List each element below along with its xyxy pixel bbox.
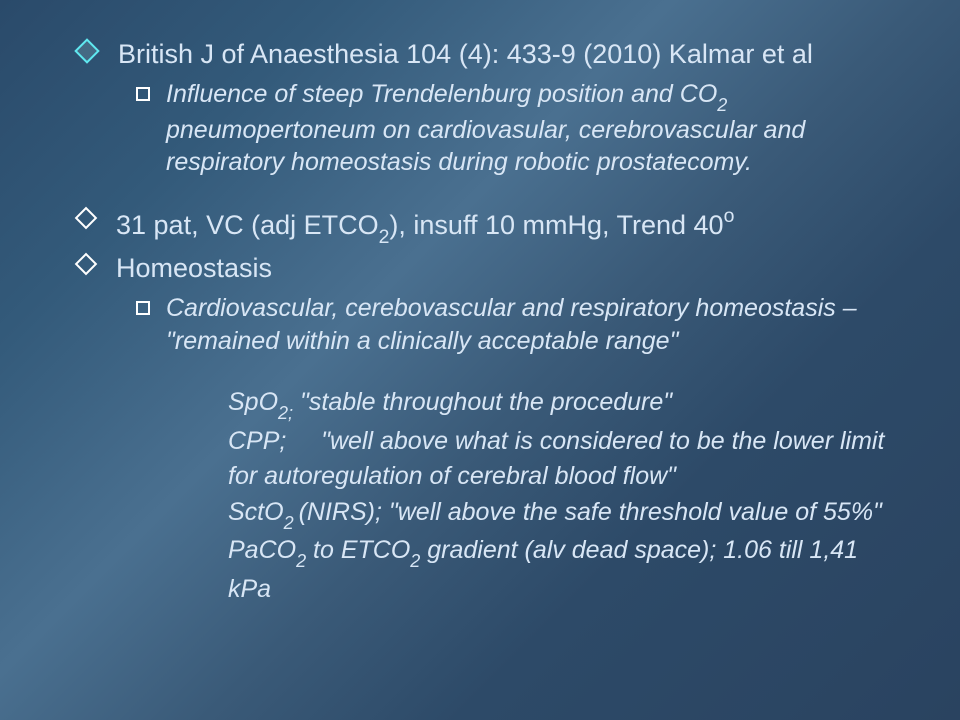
line-paco2: PaCO2 to ETCO2 gradient (alv dead space)… — [228, 533, 902, 607]
diamond-icon — [74, 38, 99, 63]
subscript: 2 — [717, 95, 727, 115]
text-frag: Influence of steep Trendelenburg positio… — [166, 80, 717, 108]
bullet-title: British J of Anaesthesia 104 (4): 433-9 … — [78, 38, 902, 72]
text-frag: (NIRS); "well above the safe threshold v… — [299, 498, 882, 526]
subscript: 2; — [278, 403, 293, 423]
text-frag: 31 pat, VC (adj ETCO — [116, 210, 379, 240]
patients-text: 31 pat, VC (adj ETCO2), insuff 10 mmHg, … — [116, 206, 734, 247]
slide-body: British J of Anaesthesia 104 (4): 433-9 … — [0, 0, 960, 720]
text-frag: "stable throughout the procedure" — [293, 388, 672, 416]
text-frag: ), insuff 10 mmHg, Trend 40 — [389, 210, 723, 240]
diamond-icon — [75, 253, 98, 276]
bullet-cardio: Cardiovascular, cerebovascular and respi… — [136, 292, 902, 357]
cardio-text: Cardiovascular, cerebovascular and respi… — [166, 292, 902, 357]
diamond-icon — [75, 206, 98, 229]
text-frag: PaCO — [228, 536, 296, 564]
text-frag: to ETCO — [306, 536, 410, 564]
homeostasis-text: Homeostasis — [116, 252, 272, 286]
subtitle-text: Influence of steep Trendelenburg positio… — [166, 78, 902, 178]
bullet-subtitle: Influence of steep Trendelenburg positio… — [136, 78, 902, 178]
superscript: o — [724, 205, 735, 227]
square-icon — [136, 301, 150, 315]
text-frag: SpO — [228, 388, 278, 416]
text-frag: SctO — [228, 498, 284, 526]
square-icon — [136, 87, 150, 101]
subscript: 2 — [296, 551, 306, 571]
bullet-homeostasis: Homeostasis — [78, 252, 902, 286]
subscript: 2 — [379, 226, 390, 248]
subscript: 2 — [410, 551, 420, 571]
text-frag: pneumopertoneum on cardiovasular, cerebr… — [166, 116, 805, 176]
title-text: British J of Anaesthesia 104 (4): 433-9 … — [118, 38, 813, 72]
line-scto2: SctO2 (NIRS); "well above the safe thres… — [228, 495, 902, 534]
line-cpp: CPP; "well above what is considered to b… — [228, 424, 902, 495]
line-spo2: SpO2; "stable throughout the procedure" — [228, 385, 902, 424]
bullet-patients: 31 pat, VC (adj ETCO2), insuff 10 mmHg, … — [78, 206, 902, 247]
subscript: 2 — [284, 513, 299, 533]
